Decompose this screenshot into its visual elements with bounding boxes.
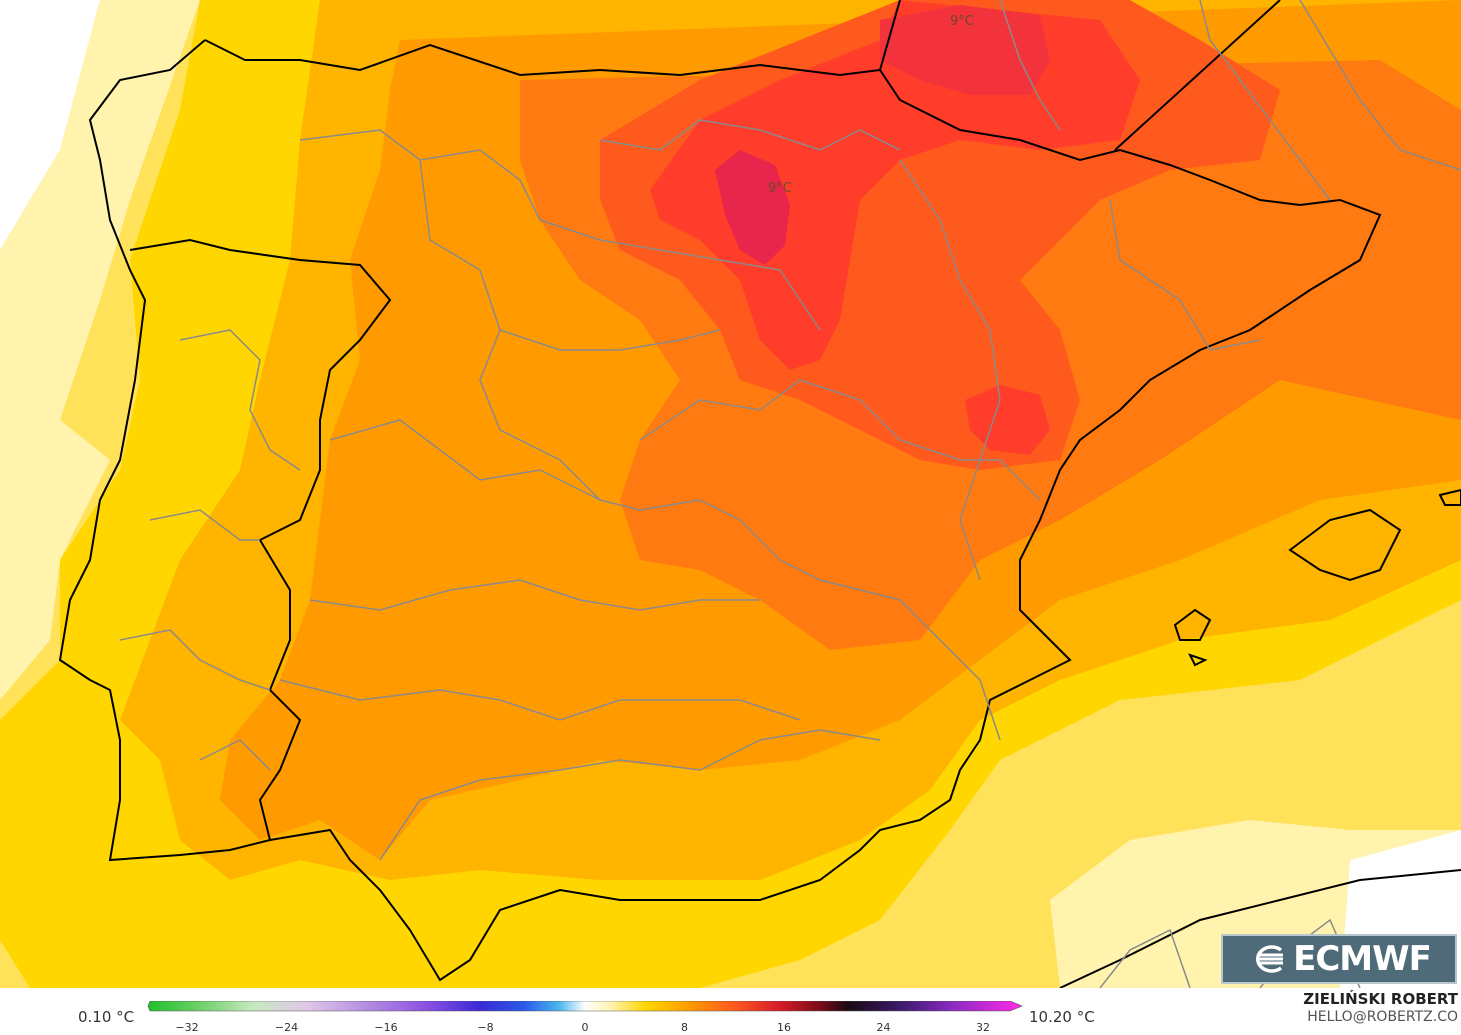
colorbar-min-label: 0.10 °C [78, 1008, 135, 1026]
colorbar-tick-label: 8 [681, 1021, 688, 1034]
island-ibiza [1173, 608, 1212, 667]
colorbar-tick-label: −24 [275, 1021, 298, 1034]
footer [0, 988, 1461, 1035]
island-menorca [1438, 488, 1461, 506]
ecmwf-logo-text: ECMWF [1293, 939, 1432, 979]
temperature-map: 9°C 9°C [0, 0, 1461, 988]
colorbar: −32 −24 −16 −8 0 8 16 24 32 [147, 1001, 1023, 1034]
colorbar-tick-label: −16 [374, 1021, 397, 1034]
author-email: HELLO@ROBERTZ.CO [1307, 1009, 1458, 1025]
zone-crimson-north [880, 5, 1050, 95]
zone-red-east [965, 385, 1050, 455]
island-mallorca [1288, 508, 1402, 582]
contour-label-center: 9°C [768, 181, 792, 196]
coastline [58, 0, 1382, 982]
colorbar-tick-label: 32 [976, 1021, 990, 1034]
france-border [1114, 0, 1281, 151]
ecmwf-logo-icon [1256, 945, 1284, 973]
pale-south-east [1050, 820, 1461, 988]
colorbar-tick-label: 0 [582, 1021, 589, 1034]
regional-borders [119, 0, 1461, 988]
africa-coast [1059, 869, 1461, 988]
author-name: ZIELIŃSKI ROBERT [1303, 990, 1458, 1008]
colorbar-tick-label: −8 [477, 1021, 493, 1034]
ecmwf-logo: ECMWF [1221, 934, 1457, 984]
portugal-border [129, 238, 392, 841]
author-block: ZIELIŃSKI ROBERT HELLO@ROBERTZ.CO [1303, 990, 1458, 1025]
contour-label-north: 9°C [950, 14, 974, 29]
nodata-north-west [0, 0, 100, 250]
pale-west-coast [0, 420, 110, 700]
colorbar-tick-label: 24 [877, 1021, 891, 1034]
colorbar-tick-label: −32 [175, 1021, 198, 1034]
colorbar-ticks: −32 −24 −16 −8 0 8 16 24 32 [175, 1021, 990, 1034]
colorbar-bar [147, 1001, 1023, 1012]
colorbar-tick-label: 16 [777, 1021, 791, 1034]
pale-atlantic [0, 0, 200, 440]
colorbar-max-label: 10.20 °C [1029, 1008, 1095, 1026]
zone-crimson [715, 150, 790, 265]
